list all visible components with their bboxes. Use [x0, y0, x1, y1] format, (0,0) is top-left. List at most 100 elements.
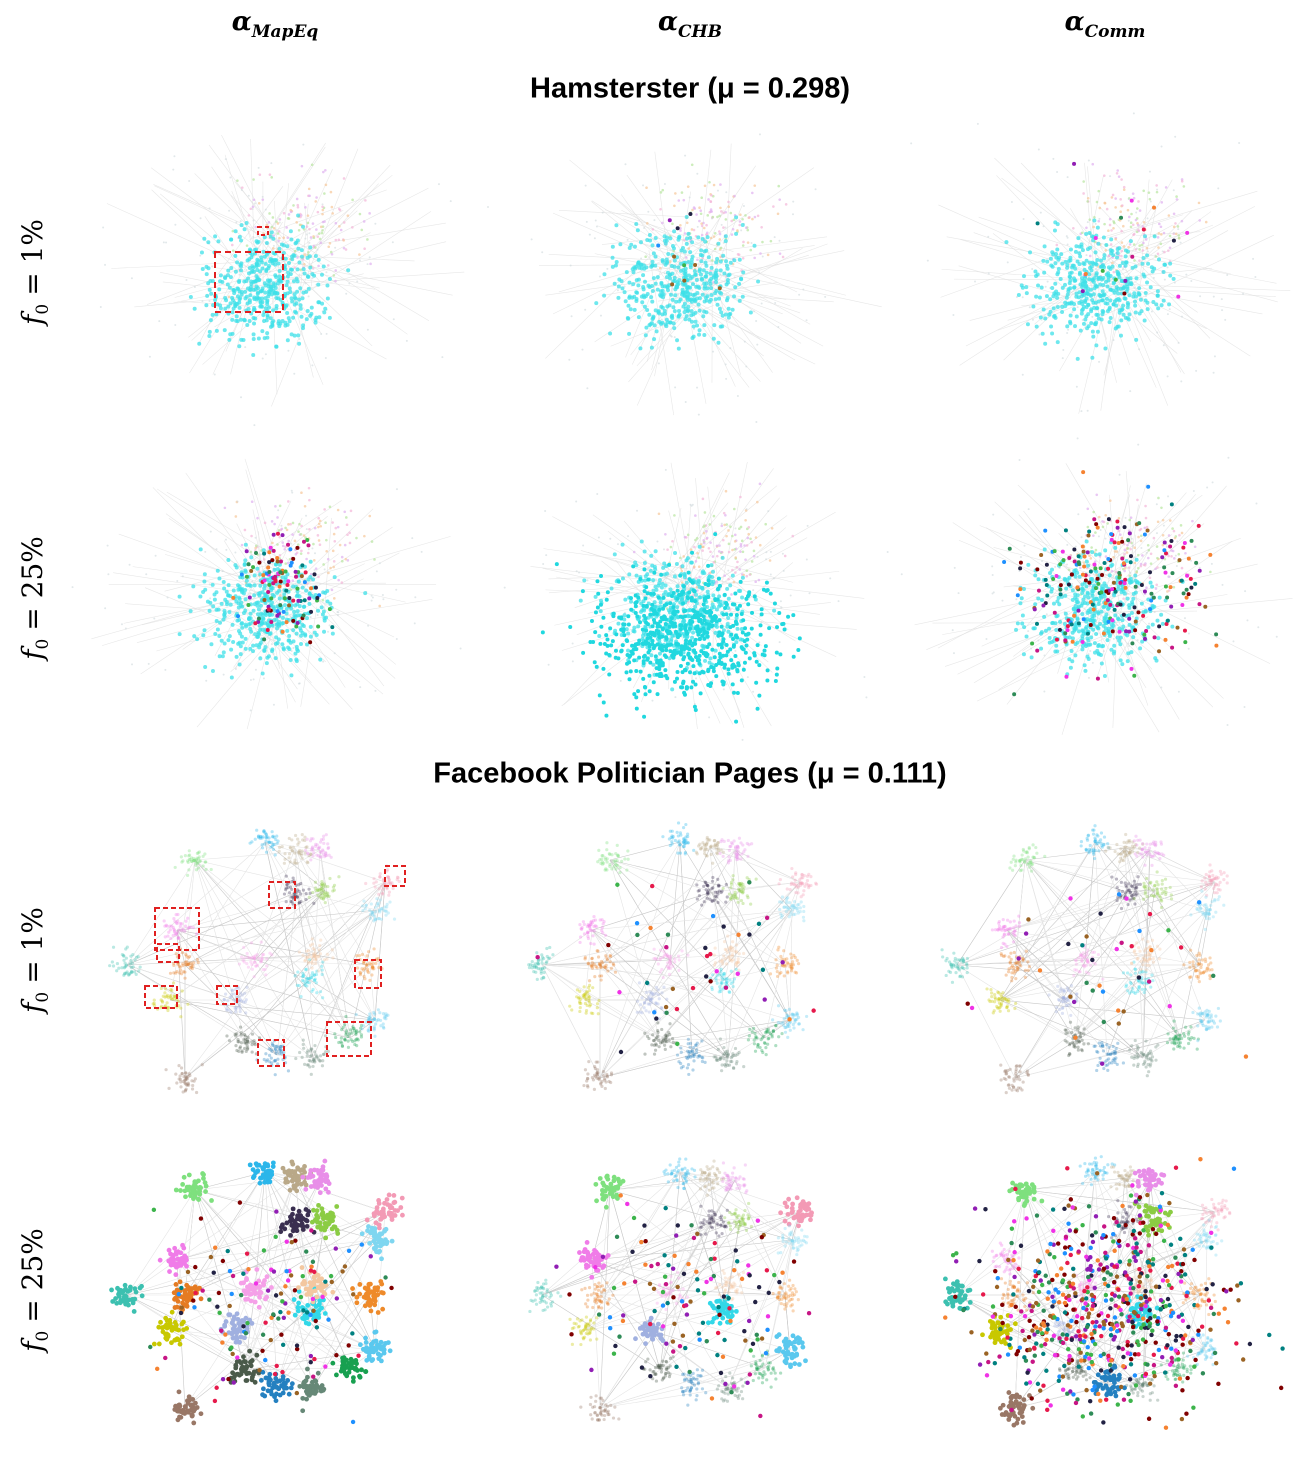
- node: [317, 517, 320, 520]
- node: [713, 532, 717, 536]
- node: [723, 524, 726, 527]
- node: [342, 239, 345, 242]
- node: [1141, 256, 1145, 260]
- node: [544, 510, 546, 512]
- node: [744, 341, 746, 343]
- node: [1157, 497, 1160, 500]
- node: [1054, 628, 1058, 632]
- node: [691, 289, 693, 291]
- node: [1156, 294, 1160, 298]
- node: [696, 613, 700, 617]
- node: [749, 573, 752, 576]
- node: [163, 241, 165, 243]
- node: [672, 255, 676, 259]
- node: [244, 637, 248, 641]
- node: [325, 357, 327, 359]
- node: [256, 517, 259, 520]
- node: [314, 552, 316, 554]
- node: [231, 288, 235, 292]
- node: [672, 246, 676, 250]
- node: [1166, 590, 1169, 593]
- node: [665, 637, 669, 641]
- node: [698, 576, 701, 579]
- node: [1019, 459, 1021, 461]
- node: [1157, 236, 1160, 239]
- node: [1153, 277, 1155, 279]
- node: [1092, 280, 1096, 284]
- node: [273, 273, 277, 277]
- node: [302, 624, 306, 628]
- node: [325, 271, 327, 273]
- node: [681, 191, 684, 194]
- node: [651, 289, 655, 293]
- node: [289, 229, 293, 233]
- node: [674, 336, 676, 338]
- node: [1067, 329, 1069, 331]
- node: [625, 638, 629, 642]
- node: [231, 623, 235, 627]
- node: [296, 593, 300, 597]
- node: [274, 286, 278, 290]
- node: [729, 212, 732, 215]
- node: [225, 539, 227, 541]
- node: [644, 574, 648, 578]
- node: [1075, 546, 1077, 548]
- node: [1145, 295, 1147, 297]
- node: [1156, 306, 1160, 310]
- node: [741, 576, 745, 580]
- node: [614, 263, 618, 267]
- node: [1066, 332, 1068, 334]
- node: [739, 637, 743, 641]
- node: [954, 567, 956, 569]
- node: [307, 602, 311, 606]
- node: [728, 551, 731, 554]
- node: [682, 279, 686, 283]
- node: [191, 584, 195, 588]
- node: [274, 259, 278, 263]
- node: [1163, 344, 1165, 346]
- node: [1119, 318, 1123, 322]
- node: [274, 345, 278, 349]
- node: [285, 607, 289, 611]
- node: [270, 321, 274, 325]
- node: [756, 344, 758, 346]
- node: [734, 720, 738, 724]
- node: [602, 294, 606, 298]
- node: [302, 144, 304, 146]
- node: [716, 587, 720, 591]
- node: [1084, 314, 1088, 318]
- node: [1056, 270, 1060, 274]
- node: [1024, 545, 1026, 547]
- node: [726, 616, 730, 620]
- node: [647, 568, 649, 570]
- node: [220, 639, 224, 643]
- node: [1101, 283, 1105, 287]
- node: [629, 596, 633, 600]
- node: [708, 716, 710, 718]
- node: [1077, 437, 1079, 439]
- node: [659, 674, 663, 678]
- node: [698, 556, 701, 559]
- node: [331, 206, 334, 209]
- node: [273, 523, 276, 526]
- node: [645, 636, 649, 640]
- node: [254, 264, 258, 268]
- node: [345, 516, 348, 519]
- node: [652, 571, 656, 575]
- node: [1066, 544, 1068, 546]
- node: [645, 604, 649, 608]
- node: [792, 655, 796, 659]
- node: [249, 584, 253, 588]
- node: [266, 278, 270, 282]
- node: [1143, 319, 1147, 323]
- node: [721, 523, 723, 525]
- node: [294, 540, 297, 543]
- node: [1146, 307, 1150, 311]
- node: [632, 658, 636, 662]
- node: [252, 322, 256, 326]
- node: [293, 303, 297, 307]
- node: [283, 321, 287, 325]
- node: [742, 241, 745, 244]
- node: [629, 669, 633, 673]
- node: [1043, 691, 1045, 693]
